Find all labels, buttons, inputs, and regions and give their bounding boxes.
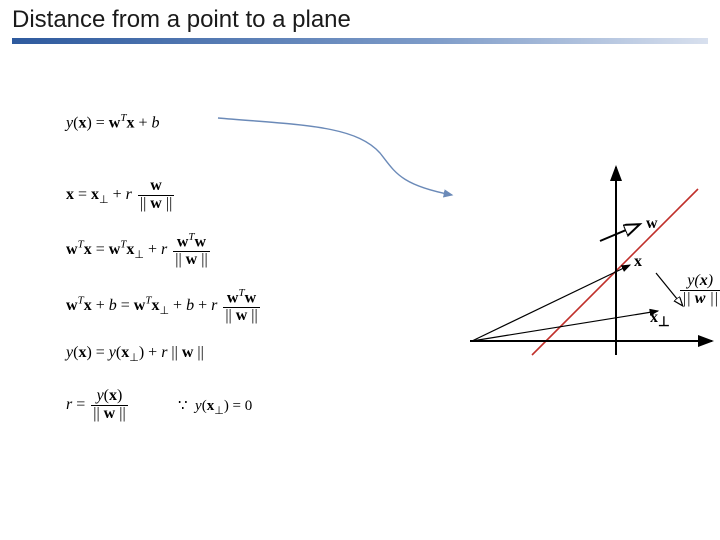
label-w: w (646, 215, 658, 233)
eq-wTx: wTx = wTx⊥ + r wTw || w || (66, 232, 212, 269)
eq-r: r = y(x) || w || (66, 388, 130, 423)
eq-note: ∵ y(x⊥) = 0 (178, 396, 252, 417)
title-rule (12, 38, 708, 44)
eq-x-decomp: x = x⊥ + r w || w || (66, 178, 176, 213)
eq-yx-def: y(x) = wTx + b (66, 112, 160, 132)
page-title: Distance from a point to a plane (12, 6, 351, 34)
x-vector (472, 265, 630, 341)
eq-yx-expand: y(x) = y(x⊥) + r || w || (66, 344, 204, 364)
xperp-vector (472, 311, 658, 341)
eq-wTx-b: wTx + b = wTx⊥ + b + r wTw || w || (66, 288, 262, 325)
geom-diagram: w x x⊥ y(x) || w || (460, 155, 710, 355)
label-yx-over-w: y(x) || w || (678, 273, 720, 308)
label-xperp: x⊥ (650, 309, 670, 330)
w-vector (600, 225, 638, 241)
curve-path (218, 118, 452, 195)
label-x: x (634, 253, 642, 271)
